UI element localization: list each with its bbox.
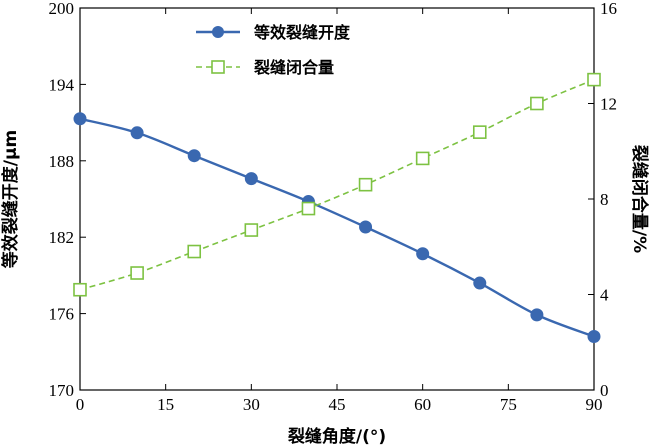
data-point xyxy=(301,201,316,216)
legend-entry-1: 等效裂缝开度 xyxy=(196,23,351,42)
series-line-1 xyxy=(79,117,595,338)
data-point xyxy=(587,330,601,344)
y-right-tick-label: 8 xyxy=(600,190,609,209)
y-left-axis-title: 等效裂缝开度/μm xyxy=(0,130,21,268)
y-left-tick-label: 188 xyxy=(49,152,75,171)
y-right-tick-label: 16 xyxy=(600,0,617,18)
data-point xyxy=(587,72,601,87)
series-layer xyxy=(73,72,601,344)
data-point xyxy=(73,112,87,126)
y-left-tick-label: 200 xyxy=(49,0,75,18)
x-tick-label: 15 xyxy=(157,395,174,414)
data-point xyxy=(415,151,430,166)
data-point xyxy=(530,96,544,111)
series-line-2 xyxy=(79,78,595,291)
y-right-tick-label: 12 xyxy=(600,95,617,114)
data-point xyxy=(416,247,430,261)
data-point xyxy=(244,223,259,237)
x-tick-label: 75 xyxy=(500,395,517,414)
data-point xyxy=(473,276,487,290)
data-point xyxy=(73,282,87,297)
data-point xyxy=(358,177,373,192)
series-1 xyxy=(73,112,601,344)
legend-label: 等效裂缝开度 xyxy=(253,23,351,42)
x-axis-title: 裂缝角度/(°) xyxy=(287,426,386,447)
y-right-tick-label: 0 xyxy=(600,381,609,400)
x-tick-label: 60 xyxy=(414,395,431,414)
data-point xyxy=(187,244,202,259)
data-point xyxy=(244,172,258,186)
legend-marker xyxy=(212,26,224,38)
y-right-axis-title: 裂缝闭合量/% xyxy=(629,144,650,253)
y-left-tick-label: 170 xyxy=(49,381,75,400)
y-left-tick-label: 182 xyxy=(49,228,75,247)
data-point xyxy=(530,308,544,322)
legend-label: 裂缝闭合量 xyxy=(253,58,334,77)
x-tick-label: 45 xyxy=(329,395,346,414)
y-left-tick-label: 176 xyxy=(49,305,75,324)
data-point xyxy=(472,125,487,139)
x-tick-label: 90 xyxy=(586,395,603,414)
data-point xyxy=(187,149,201,163)
plot-frame xyxy=(79,7,595,391)
data-point xyxy=(359,220,373,234)
series-2 xyxy=(73,72,601,297)
data-point xyxy=(130,266,144,280)
y-left-tick-label: 194 xyxy=(49,75,75,94)
data-point xyxy=(130,126,144,140)
x-tick-label: 0 xyxy=(76,395,85,414)
legend-entry-2: 裂缝闭合量 xyxy=(196,58,334,77)
legend-marker xyxy=(211,60,225,74)
x-tick-label: 30 xyxy=(243,395,260,414)
y-right-tick-label: 4 xyxy=(600,286,609,305)
